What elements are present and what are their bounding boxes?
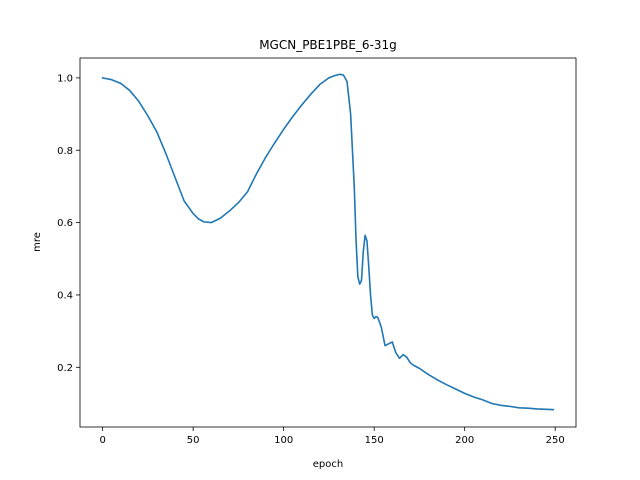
x-tick-label: 100 <box>274 435 293 446</box>
y-tick-label: 0.8 <box>57 146 73 157</box>
y-axis-title: mre <box>32 232 43 252</box>
x-tick-label: 250 <box>546 435 565 446</box>
axes: 0 50 100 150 200 250 0.2 0.4 0.6 0.8 1.0 <box>57 57 577 446</box>
x-tick-label: 50 <box>187 435 200 446</box>
x-tick-label: 150 <box>365 435 384 446</box>
y-tick-label: 0.2 <box>57 363 73 374</box>
axes-frame <box>79 57 577 428</box>
x-axis-title: epoch <box>313 459 343 470</box>
plot-area <box>101 73 555 411</box>
y-tick-label: 0.4 <box>57 290 73 301</box>
x-tick-label: 0 <box>99 435 105 446</box>
x-tick-label: 200 <box>455 435 474 446</box>
series-line-0 <box>101 73 555 411</box>
chart-title: MGCN_PBE1PBE_6-31g <box>259 38 397 52</box>
y-tick-label: 1.0 <box>57 73 73 84</box>
y-tick-label: 0.6 <box>57 218 73 229</box>
